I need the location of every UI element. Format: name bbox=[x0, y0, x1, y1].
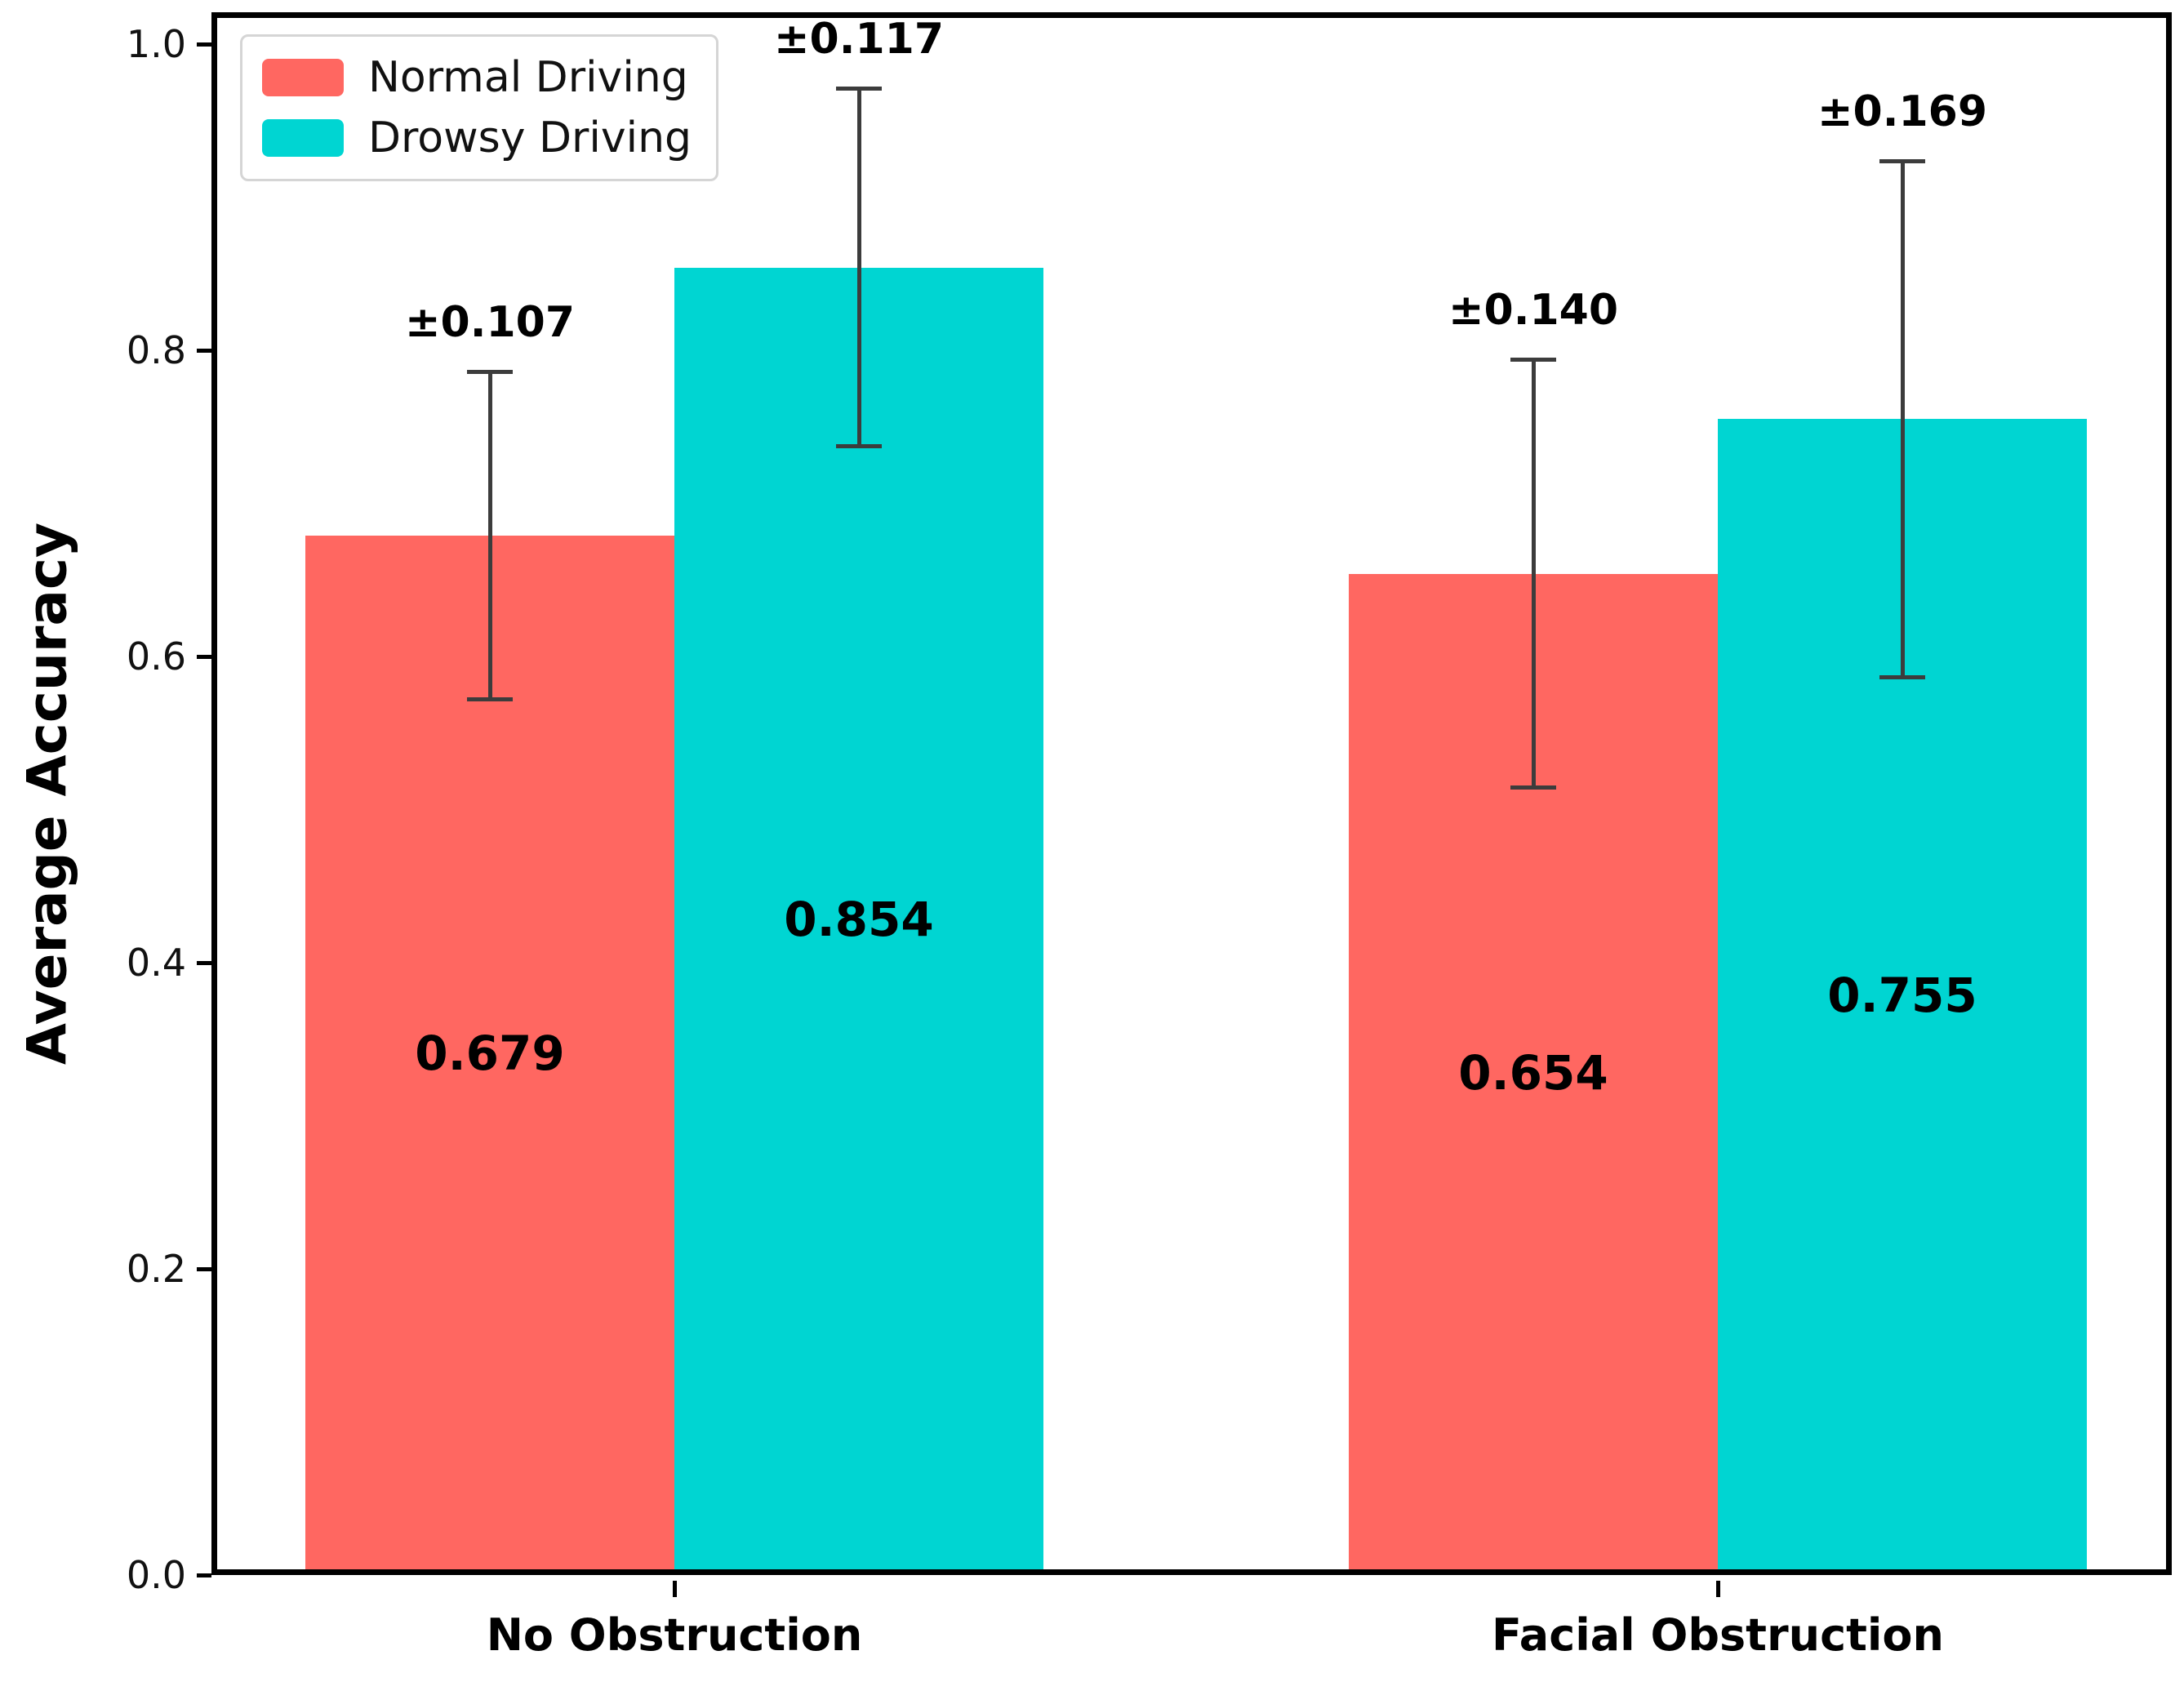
y-tick-mark bbox=[197, 42, 211, 47]
error-bar-line bbox=[487, 372, 492, 700]
error-bar-cap-top bbox=[1879, 158, 1925, 163]
x-tick-mark bbox=[1716, 1581, 1720, 1597]
error-bar-cap-bottom bbox=[1879, 675, 1925, 680]
y-tick-label: 0.2 bbox=[126, 1247, 186, 1291]
legend: Normal Driving Drowsy Driving bbox=[240, 34, 719, 181]
y-tick-mark bbox=[197, 1267, 211, 1271]
x-tick-mark bbox=[673, 1581, 677, 1597]
error-bar-line bbox=[1531, 359, 1536, 789]
y-tick-mark bbox=[197, 961, 211, 965]
error-bar-cap-top bbox=[836, 87, 882, 91]
legend-item-drowsy-driving: Drowsy Driving bbox=[262, 115, 692, 161]
y-tick-label: 0.8 bbox=[126, 328, 186, 372]
y-tick-label: 0.0 bbox=[126, 1553, 186, 1597]
error-bar-cap-bottom bbox=[467, 696, 513, 701]
error-bar-cap-top bbox=[467, 370, 513, 375]
error-value-label: ±0.117 bbox=[773, 15, 945, 65]
y-tick-mark bbox=[197, 349, 211, 353]
x-tick-label: Facial Obstruction bbox=[1492, 1609, 1944, 1661]
legend-swatch-icon bbox=[262, 119, 344, 157]
y-tick-label: 0.6 bbox=[126, 634, 186, 679]
bar-value-label: 0.654 bbox=[1458, 1044, 1608, 1101]
error-value-label: ±0.140 bbox=[1448, 286, 1619, 336]
legend-label: Normal Driving bbox=[368, 53, 688, 102]
error-value-label: ±0.107 bbox=[404, 298, 576, 348]
error-value-label: ±0.169 bbox=[1817, 87, 1988, 136]
bar-drowsy-0 bbox=[674, 267, 1043, 1575]
legend-label: Drowsy Driving bbox=[368, 113, 692, 162]
bar-value-label: 0.854 bbox=[784, 892, 934, 948]
bar-value-label: 0.755 bbox=[1827, 968, 1977, 1024]
error-bar-line bbox=[856, 88, 861, 447]
y-tick-label: 1.0 bbox=[126, 22, 186, 66]
y-tick-mark bbox=[197, 655, 211, 659]
bar-normal-0 bbox=[305, 535, 674, 1575]
error-bar-cap-bottom bbox=[836, 444, 882, 449]
legend-swatch-icon bbox=[262, 59, 344, 96]
error-bar-cap-top bbox=[1510, 358, 1556, 363]
legend-item-normal-driving: Normal Driving bbox=[262, 55, 692, 100]
error-bar-cap-bottom bbox=[1510, 785, 1556, 790]
bar-value-label: 0.679 bbox=[415, 1026, 565, 1082]
y-tick-mark bbox=[197, 1573, 211, 1577]
error-bar-line bbox=[1900, 160, 1905, 679]
x-tick-label: No Obstruction bbox=[486, 1609, 863, 1661]
y-tick-label: 0.4 bbox=[126, 941, 186, 985]
